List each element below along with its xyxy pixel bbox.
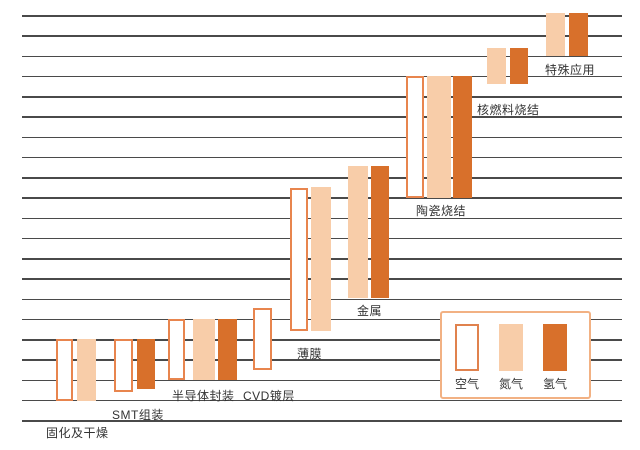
range-bar-hydrogen — [510, 48, 528, 84]
gridline — [22, 156, 622, 159]
gridline — [22, 177, 622, 179]
range-bar-hydrogen — [569, 13, 588, 56]
range-bar-nitrogen — [487, 48, 506, 84]
range-bar-nitrogen — [77, 339, 96, 401]
range-bar-air — [406, 76, 424, 198]
gridline — [22, 399, 622, 402]
group-label: CVD镀层 — [243, 389, 295, 403]
range-bar-nitrogen — [348, 166, 368, 298]
range-bar-nitrogen — [546, 13, 565, 56]
gridline — [22, 96, 622, 98]
gridline — [22, 15, 622, 17]
legend-label-hydrogen: 氢气 — [542, 377, 567, 391]
gridline — [22, 75, 622, 78]
gridline — [22, 339, 622, 341]
hydrogen-swatch-icon — [543, 324, 567, 371]
nitrogen-swatch-icon — [499, 324, 523, 371]
range-bar-air — [290, 188, 308, 331]
air-swatch-icon — [455, 324, 479, 371]
legend: 空气 氮气 氢气 — [440, 311, 591, 399]
gridline — [22, 116, 622, 118]
gridline — [22, 35, 622, 37]
group-label: SMT组装 — [112, 408, 164, 422]
range-bar-air — [168, 319, 185, 380]
legend-item-hydrogen: 氢气 — [540, 324, 570, 397]
gridline — [22, 136, 622, 138]
range-bar-hydrogen — [218, 319, 237, 380]
legend-label-nitrogen: 氮气 — [498, 377, 523, 391]
group-label: 陶瓷烧结 — [416, 204, 467, 218]
group-label: 半导体封装 — [172, 389, 235, 403]
range-bar-hydrogen — [371, 166, 389, 298]
range-bar-nitrogen — [311, 187, 331, 331]
gridline — [22, 55, 622, 57]
range-bar-nitrogen — [427, 76, 451, 198]
gridline — [22, 420, 622, 422]
group-label: 核燃料烧结 — [477, 103, 540, 117]
range-bar-hydrogen — [453, 76, 472, 198]
range-bar-nitrogen — [193, 319, 215, 380]
group-label: 薄膜 — [297, 347, 323, 361]
group-label: 金属 — [357, 304, 383, 318]
gridline — [22, 379, 622, 381]
gridline — [22, 359, 622, 361]
range-bar-air — [56, 339, 73, 401]
legend-label-air: 空气 — [454, 377, 479, 391]
range-bar-hydrogen — [137, 339, 155, 389]
group-label: 特殊应用 — [545, 63, 596, 77]
legend-item-nitrogen: 氮气 — [496, 324, 526, 397]
group-label: 固化及干燥 — [46, 426, 109, 440]
legend-item-air: 空气 — [452, 324, 482, 397]
range-bar-air — [114, 339, 133, 392]
range-bar-air — [253, 308, 272, 370]
